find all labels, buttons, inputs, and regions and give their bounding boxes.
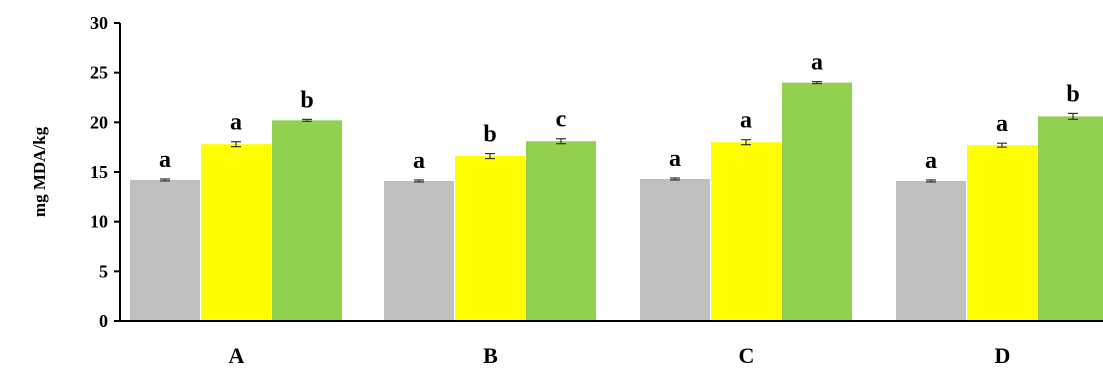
significance-label: a [159,147,171,173]
bar [1038,116,1103,321]
bar [384,180,454,321]
bars-layer [130,82,1103,321]
y-tick-label: 15 [90,162,108,182]
significance-label: c [556,107,567,133]
bar [896,180,966,321]
y-axis-label: mg MDA/kg [30,126,49,217]
error-bars-layer [160,81,1078,183]
significance-label: a [925,148,937,174]
significance-label: b [300,87,313,113]
bar [201,144,271,321]
significance-label: a [740,108,752,134]
significance-labels-layer: a a b a b c a a a a a b [159,50,1080,174]
y-tick-label: 10 [90,212,108,232]
x-category-label: B [483,343,498,368]
bar [967,145,1037,321]
significance-label: b [1066,81,1079,107]
bar [272,120,342,321]
significance-label: a [811,50,823,76]
bar [130,179,200,321]
significance-label: a [230,110,242,136]
x-categories-layer: A B C D [229,343,1011,368]
x-category-label: D [995,343,1011,368]
y-tick-label: 25 [90,63,108,83]
significance-label: b [483,122,496,148]
significance-label: a [669,146,681,172]
y-tick-label: 20 [90,112,108,132]
bar [782,82,852,321]
bar [640,178,710,321]
y-tick-label: 0 [99,311,108,331]
bar [455,156,525,321]
bar [711,142,781,321]
x-category-label: C [739,343,755,368]
significance-label: a [996,111,1008,137]
y-tick-label: 5 [99,261,108,281]
bar [526,141,596,321]
y-tick-label: 30 [90,13,108,33]
significance-label: a [413,148,425,174]
y-ticks-layer: 0 5 10 15 20 25 30 [90,13,120,331]
x-category-label: A [229,343,245,368]
